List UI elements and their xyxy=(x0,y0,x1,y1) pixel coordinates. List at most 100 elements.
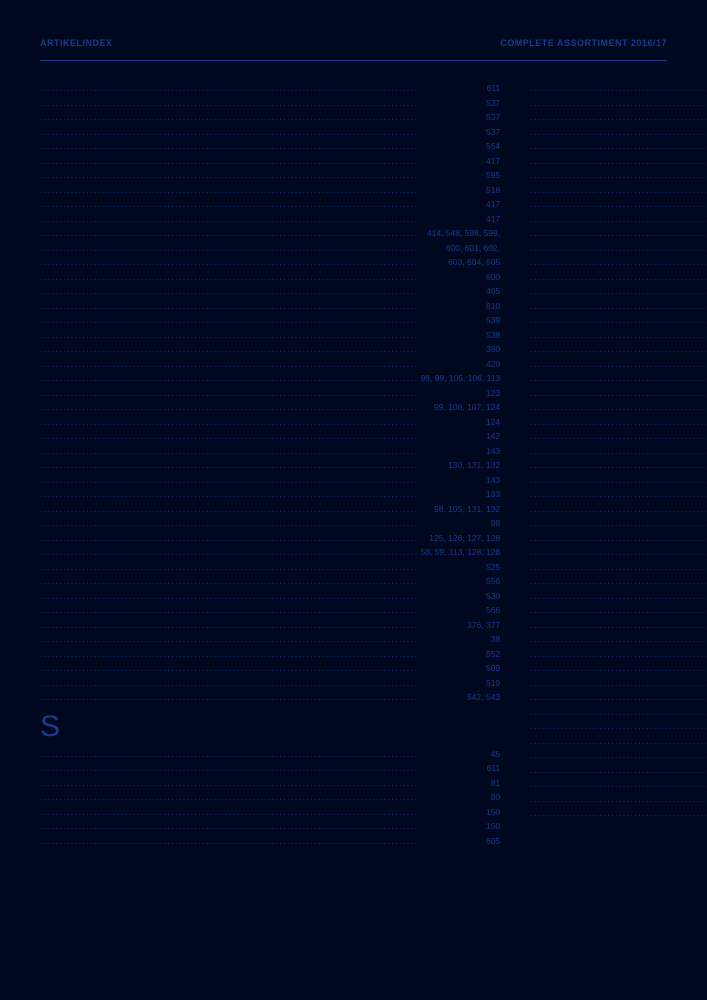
leader-dots xyxy=(530,400,707,415)
leader-dots xyxy=(40,371,418,386)
leader-dots xyxy=(530,96,707,111)
index-entry: 382, 581 xyxy=(530,487,707,502)
index-entry: 555 xyxy=(530,139,707,154)
index-entry: 215 xyxy=(530,270,707,285)
leader-dots xyxy=(40,747,489,762)
leader-dots xyxy=(530,487,707,502)
page-number: 552 xyxy=(484,647,500,662)
page-number: 538 xyxy=(484,328,500,343)
index-entry: 417 xyxy=(40,212,500,227)
leader-dots xyxy=(40,632,489,647)
leader-dots xyxy=(40,487,484,502)
index-content: 611 537 537 537 554 417 595 518 417 417 … xyxy=(0,61,707,848)
leader-dots xyxy=(530,560,707,575)
leader-dots xyxy=(530,255,707,270)
index-entry: 538 xyxy=(40,328,500,343)
index-entry: 552 xyxy=(40,647,500,662)
page-number: 519 xyxy=(484,676,500,691)
leader-dots xyxy=(40,168,484,183)
index-entry: 482 xyxy=(530,458,707,473)
page-number: 143 xyxy=(484,444,500,459)
leader-dots xyxy=(530,328,707,343)
page-number: 125, 126, 127, 128 xyxy=(427,531,500,546)
index-entry: 559 xyxy=(530,110,707,125)
index-entry: 537 xyxy=(40,96,500,111)
index-entry: 188 xyxy=(530,313,707,328)
page-number: 58, 59, 113, 128, 128 xyxy=(418,545,500,560)
page-number: 556 xyxy=(484,574,500,589)
index-entry: 38 xyxy=(40,632,500,647)
leader-dots xyxy=(530,444,707,459)
index-entry: 139, 140, 572 xyxy=(530,168,707,183)
page-number: 142 xyxy=(484,429,500,444)
page-number: 542, 543 xyxy=(465,690,500,705)
header-left: ARTIKELINDEX xyxy=(40,38,113,48)
page-number: 130, 131, 132 xyxy=(446,458,500,473)
index-entry: 101, 110, 230 xyxy=(530,748,707,763)
index-entry: 246 xyxy=(530,589,707,604)
leader-dots xyxy=(40,473,484,488)
leader-dots xyxy=(40,183,484,198)
index-entry: 611 xyxy=(40,761,500,776)
index-entry: 238 xyxy=(530,632,707,647)
page-number: 537 xyxy=(484,125,500,140)
index-entry: 203 xyxy=(530,516,707,531)
index-entry: 241 xyxy=(530,676,707,691)
leader-dots xyxy=(530,81,707,96)
index-entry: 39 xyxy=(530,806,707,821)
leader-dots xyxy=(40,328,484,343)
page-number: 45 xyxy=(489,747,500,762)
leader-dots xyxy=(40,560,484,575)
index-entry: 600, 601, 602, xyxy=(40,241,500,256)
leader-dots xyxy=(40,241,444,256)
index-entry: 80 xyxy=(40,790,500,805)
page-number: 554 xyxy=(484,139,500,154)
index-entry: 236, 237, 238, 239 xyxy=(530,618,707,633)
index-entry: 98 xyxy=(40,516,500,531)
index-entry: 380 xyxy=(40,342,500,357)
index-entry: 540, 541 xyxy=(530,763,707,778)
leader-dots xyxy=(40,458,446,473)
column-left: 611 537 537 537 554 417 595 518 417 417 … xyxy=(40,81,500,848)
page-number: 610 xyxy=(484,299,500,314)
leader-dots xyxy=(40,761,485,776)
leader-dots xyxy=(530,763,707,778)
index-entry: 46 xyxy=(530,473,707,488)
index-entry: 489 xyxy=(530,386,707,401)
leader-dots xyxy=(530,574,707,589)
index-entry: 57, 472 xyxy=(530,81,707,96)
leader-dots xyxy=(530,429,707,444)
index-entry: 555 xyxy=(530,357,707,372)
page-number: 417 xyxy=(484,154,500,169)
leader-dots xyxy=(40,574,484,589)
leader-dots xyxy=(40,690,465,705)
page-number: 405 xyxy=(484,284,500,299)
leader-dots xyxy=(530,125,707,140)
index-entry: 473 xyxy=(530,400,707,415)
page-number: 414, 548, 598, 599, xyxy=(425,226,500,241)
index-entry: 558 xyxy=(530,125,707,140)
leader-dots xyxy=(40,110,484,125)
index-entry: 143 xyxy=(40,473,500,488)
leader-dots xyxy=(530,676,707,691)
leader-dots xyxy=(530,212,707,227)
index-entry: 98, 99, 105, 108, 113 xyxy=(40,371,500,386)
index-entry: 600 xyxy=(40,270,500,285)
leader-dots xyxy=(40,676,484,691)
index-entry: 124 xyxy=(40,415,500,430)
index-entry: 603, 604, 605 xyxy=(40,255,500,270)
leader-dots xyxy=(530,357,707,372)
page-number: 150 xyxy=(484,805,500,820)
leader-dots xyxy=(40,444,484,459)
leader-dots xyxy=(40,531,427,546)
index-entry: 256, 257 xyxy=(530,226,707,241)
leader-dots xyxy=(40,284,484,299)
leader-dots xyxy=(530,502,707,517)
index-entry: 58, 59, 113, 128, 128 xyxy=(40,545,500,560)
leader-dots xyxy=(40,299,484,314)
page-number: 81 xyxy=(489,776,500,791)
leader-dots xyxy=(530,516,707,531)
index-entry: 537 xyxy=(40,125,500,140)
leader-dots xyxy=(530,661,707,676)
page-number: 38 xyxy=(489,632,500,647)
